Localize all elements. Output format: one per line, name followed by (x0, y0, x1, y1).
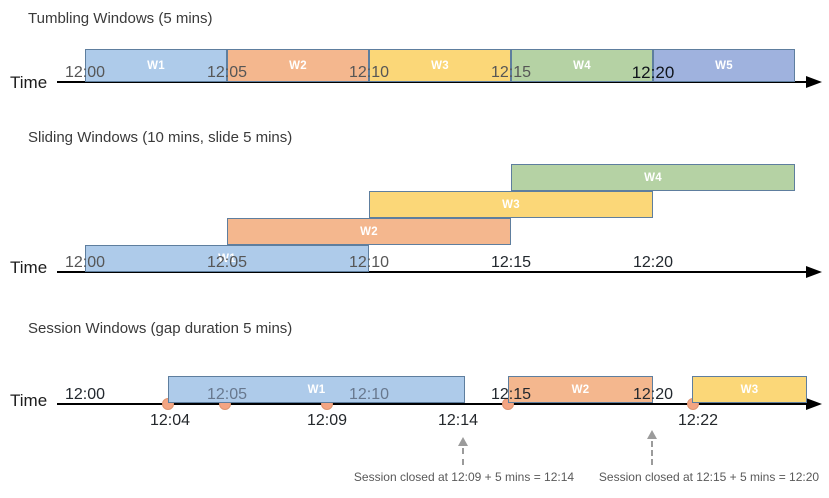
time-axis-label: Time (10, 258, 48, 277)
sliding-window-w1: W1 (85, 245, 369, 272)
section-title-tumbling: Tumbling Windows (5 mins) (28, 10, 213, 27)
session-window-w3: W3 (692, 376, 807, 403)
annotation-session-closed-2: Session closed at 12:15 + 5 mins = 12:20 (598, 470, 820, 484)
tick-label: 12:00 (64, 254, 106, 271)
tick-label: 12:20 (632, 254, 674, 271)
event-time-label: 12:22 (677, 412, 719, 429)
arrow-head (458, 437, 468, 446)
tick-label: 12:20 (631, 63, 675, 82)
event-time-label: 12:14 (437, 412, 479, 429)
sliding-window-w3: W3 (369, 191, 653, 218)
tumbling-window-w4: W4 (511, 49, 653, 82)
event-time-label: 12:04 (149, 412, 191, 429)
window-label: W1 (147, 59, 165, 72)
tick-label: 12:15 (490, 386, 532, 403)
window-label: W2 (289, 59, 307, 72)
time-axis-label: Time (10, 391, 48, 410)
time-axis (57, 271, 809, 273)
arrow-right-icon (806, 76, 822, 88)
tumbling-window-w5: W5 (653, 49, 795, 82)
section-title-session: Session Windows (gap duration 5 mins) (28, 320, 293, 337)
window-label: W3 (431, 59, 449, 72)
window-label: W2 (360, 225, 378, 238)
tick-label: 12:05 (206, 64, 248, 81)
annotation-session-closed-1: Session closed at 12:09 + 5 mins = 12:14 (353, 470, 575, 484)
tick-label: 12:00 (64, 64, 106, 81)
window-label: W4 (644, 171, 662, 184)
window-label: W3 (502, 198, 520, 211)
tick-label: 12:00 (64, 386, 106, 403)
arrow-right-icon (806, 266, 822, 278)
time-axis (57, 81, 809, 83)
tick-label: 12:15 (490, 64, 532, 81)
session-window-w2: W2 (508, 376, 653, 403)
window-label: W1 (218, 252, 236, 265)
tick-label: 12:10 (348, 386, 390, 403)
arrow-up-dashed-icon (458, 437, 468, 465)
tumbling-window-w1: W1 (85, 49, 227, 82)
window-label: W2 (571, 383, 590, 396)
arrow-stem (462, 448, 464, 465)
tick-label: 12:10 (348, 254, 390, 271)
arrow-head (647, 430, 657, 439)
tumbling-window-w2: W2 (227, 49, 369, 82)
time-axis (57, 403, 809, 405)
tick-label: 12:05 (206, 386, 248, 403)
arrow-up-dashed-icon (647, 430, 657, 465)
arrow-right-icon (806, 398, 822, 410)
window-label: W3 (740, 383, 759, 396)
tick-label: 12:05 (206, 254, 248, 271)
tumbling-window-w3: W3 (369, 49, 511, 82)
tick-label: 12:10 (348, 64, 390, 81)
sliding-window-w4: W4 (511, 164, 795, 191)
tick-label: 12:15 (490, 254, 532, 271)
event-time-label: 12:09 (306, 412, 348, 429)
arrow-stem (651, 441, 653, 465)
section-title-sliding: Sliding Windows (10 mins, slide 5 mins) (28, 129, 293, 146)
window-label: W1 (307, 383, 326, 396)
window-label: W4 (573, 59, 591, 72)
tick-label: 12:20 (632, 386, 674, 403)
window-label: W5 (715, 59, 733, 72)
time-axis-label: Time (10, 73, 48, 92)
sliding-window-w2: W2 (227, 218, 511, 245)
session-window-w1: W1 (168, 376, 465, 403)
